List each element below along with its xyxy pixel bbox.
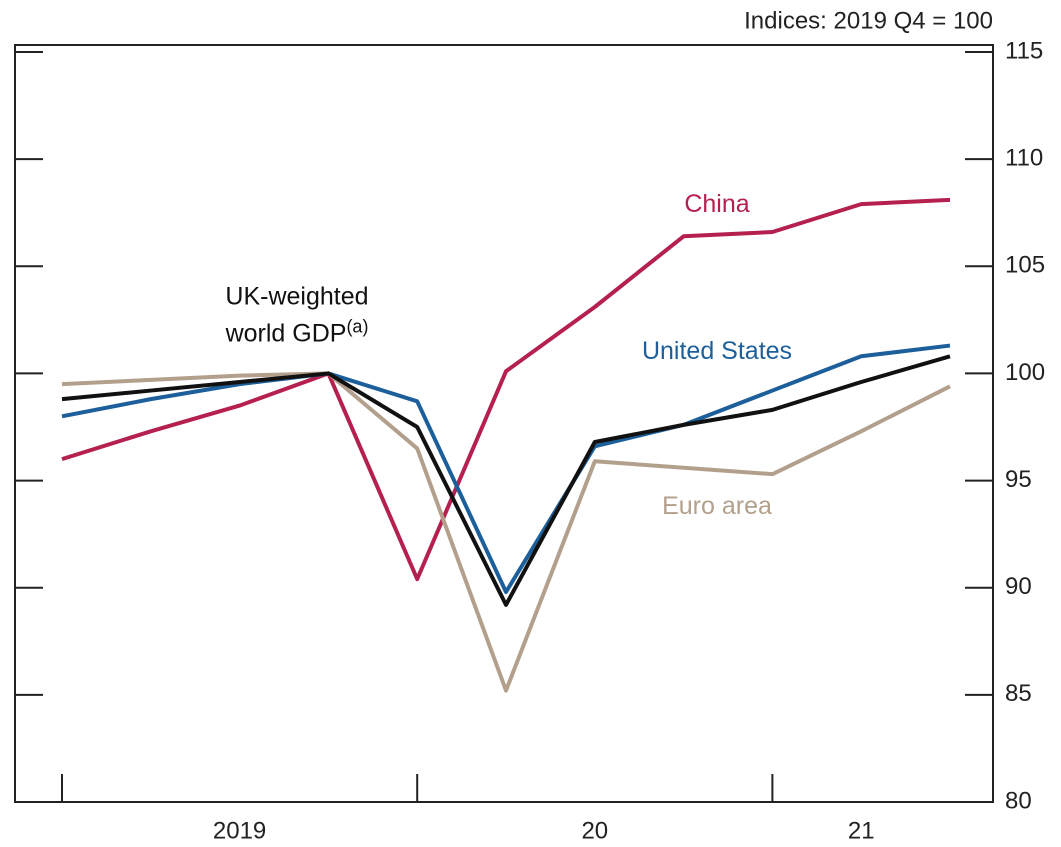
y-tick-label: 95 bbox=[1005, 466, 1032, 493]
series-name: UK-weighted world GDP bbox=[225, 282, 369, 348]
y-tick-label: 105 bbox=[1005, 252, 1045, 279]
unit-label: Indices: 2019 Q4 = 100 bbox=[744, 7, 993, 34]
plot-frame bbox=[14, 44, 994, 803]
y-tick-label: 80 bbox=[1005, 787, 1032, 814]
y-tick-label: 100 bbox=[1005, 359, 1045, 386]
series-label: United States bbox=[642, 336, 792, 366]
series-line bbox=[61, 371, 951, 693]
series-line bbox=[61, 354, 951, 607]
series-label: China bbox=[684, 189, 749, 219]
x-tick-label: 21 bbox=[848, 817, 875, 844]
series-name: United States bbox=[641, 337, 793, 365]
x-tick-label: 2019 bbox=[213, 817, 266, 844]
y-tick-label: 115 bbox=[1005, 37, 1043, 64]
y-tick-label: 85 bbox=[1005, 680, 1032, 707]
footnote-marker: (a) bbox=[346, 316, 369, 337]
series-label: Euro area bbox=[662, 491, 772, 521]
x-tick-label: 20 bbox=[581, 817, 608, 844]
series-line bbox=[61, 343, 951, 594]
y-tick-label: 90 bbox=[1005, 573, 1032, 600]
series-name: Euro area bbox=[662, 492, 772, 520]
y-tick-label: 110 bbox=[1005, 144, 1043, 171]
series-label: UK-weighted world GDP(a) bbox=[197, 281, 397, 348]
series-line bbox=[61, 197, 951, 582]
series-name: China bbox=[684, 190, 750, 218]
